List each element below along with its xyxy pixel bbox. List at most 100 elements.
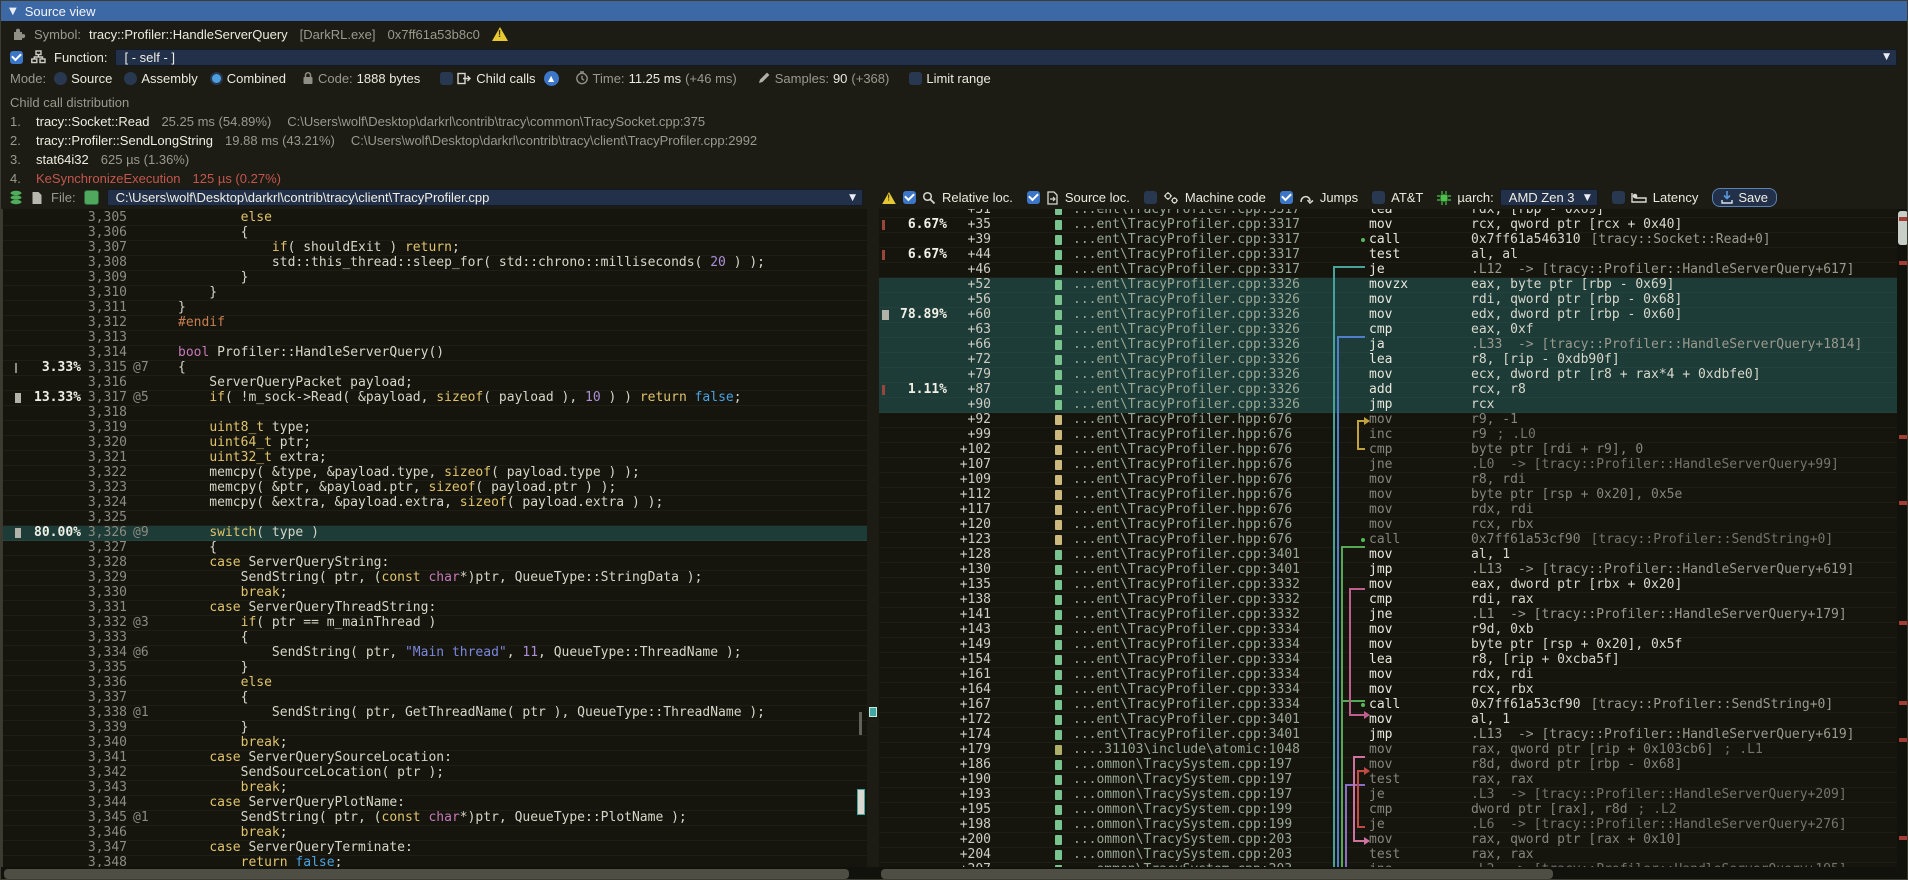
source-line[interactable]: 3,307 if( shouldExit ) return; bbox=[3, 241, 867, 256]
source-line[interactable]: 3,318 bbox=[3, 406, 867, 421]
att-checkbox[interactable] bbox=[1372, 191, 1386, 204]
collapse-icon[interactable]: ▼ bbox=[9, 5, 17, 17]
asm-row[interactable]: 6.67% +35 ...ent\TracyProfiler.cpp:3317 mov… bbox=[879, 218, 1907, 233]
source-line[interactable]: 3,340 break; bbox=[3, 736, 867, 751]
source-line[interactable]: 3,346 break; bbox=[3, 826, 867, 841]
asm-row[interactable]: +90 ...ent\TracyProfiler.cpp:3326 jmp rcx bbox=[879, 398, 1907, 413]
source-line[interactable]: 3,321 uint32_t extra; bbox=[3, 451, 867, 466]
asm-row[interactable]: +52 ...ent\TracyProfiler.cpp:3326 movzx eax… bbox=[879, 278, 1907, 293]
asm-row[interactable]: +79 ...ent\TracyProfiler.cpp:3326 mov ecx, … bbox=[879, 368, 1907, 383]
mode-combined-label[interactable]: Combined bbox=[226, 70, 286, 86]
source-line[interactable]: 3,347 case ServerQueryTerminate: bbox=[3, 841, 867, 856]
asm-row[interactable]: +138 ...ent\TracyProfiler.cpp:3332 cmp rdi,… bbox=[879, 593, 1907, 608]
asm-row[interactable]: +164 ...ent\TracyProfiler.cpp:3334 mov rcx,… bbox=[879, 683, 1907, 698]
child-call-row[interactable]: 2. tracy::Profiler::SendLongString 19.88… bbox=[10, 131, 1907, 150]
child-call-row[interactable]: 3. stat64i32 625 µs (1.36%) bbox=[10, 150, 1907, 169]
source-line[interactable]: 3,319 uint8_t type; bbox=[3, 421, 867, 436]
source-line[interactable]: 3,334 @6 SendString( ptr, "Main thread", … bbox=[3, 646, 867, 661]
asm-scrollbar-thumb[interactable] bbox=[1898, 211, 1907, 245]
source-line[interactable]: 3,345 @1 SendString( ptr, (const char*)pt… bbox=[3, 811, 867, 826]
asm-row[interactable]: +204 ...ommon\TracySystem.cpp:203 test rax,… bbox=[879, 848, 1907, 863]
asm-row[interactable]: +31 ...ent\TracyProfiler.cpp:3317 lea rdx, … bbox=[879, 209, 1907, 218]
source-line[interactable]: 3,313 bbox=[3, 331, 867, 346]
asm-row[interactable]: +149 ...ent\TracyProfiler.cpp:3334 mov byte… bbox=[879, 638, 1907, 653]
asm-row[interactable]: +56 ...ent\TracyProfiler.cpp:3326 mov rdi, … bbox=[879, 293, 1907, 308]
asm-row[interactable]: +135 ...ent\TracyProfiler.cpp:3332 mov eax,… bbox=[879, 578, 1907, 593]
machine-code-checkbox[interactable] bbox=[1143, 191, 1157, 204]
jumps-checkbox[interactable] bbox=[1279, 191, 1293, 204]
asm-row[interactable]: +186 ...ommon\TracySystem.cpp:197 mov r8d, … bbox=[879, 758, 1907, 773]
asm-row[interactable]: +190 ...ommon\TracySystem.cpp:197 test rax,… bbox=[879, 773, 1907, 788]
latency-checkbox[interactable] bbox=[1611, 191, 1625, 204]
source-line[interactable]: 80.00% 3,326 @9 switch( type ) bbox=[3, 526, 867, 541]
row-function-name[interactable]: tracy::Socket::Read bbox=[36, 114, 150, 129]
relative-loc-checkbox[interactable] bbox=[903, 191, 916, 204]
source-line[interactable]: 3,322 memcpy( &type, &payload.type, size… bbox=[3, 466, 867, 481]
source-line[interactable]: 3,344 case ServerQueryPlotName: bbox=[3, 796, 867, 811]
source-line[interactable]: 3,316 ServerQueryPacket payload; bbox=[3, 376, 867, 391]
function-select[interactable]: [ - self - ] ▼ bbox=[115, 48, 1897, 66]
asm-row[interactable]: +66 ...ent\TracyProfiler.cpp:3326 ja .L33 -… bbox=[879, 338, 1907, 353]
source-loc-checkbox[interactable] bbox=[1026, 191, 1040, 204]
asm-row[interactable]: +143 ...ent\TracyProfiler.cpp:3334 mov r9d,… bbox=[879, 623, 1907, 638]
mode-radio-assembly[interactable] bbox=[124, 71, 138, 85]
pane-divider[interactable] bbox=[867, 209, 879, 867]
asm-row[interactable]: +63 ...ent\TracyProfiler.cpp:3326 cmp eax, … bbox=[879, 323, 1907, 338]
source-line[interactable]: 3,337 { bbox=[3, 691, 867, 706]
asm-row[interactable]: +161 ...ent\TracyProfiler.cpp:3334 mov rdx,… bbox=[879, 668, 1907, 683]
asm-row[interactable]: +193 ...ommon\TracySystem.cpp:197 je .L3 ->… bbox=[879, 788, 1907, 803]
source-hscrollbar-thumb[interactable] bbox=[4, 869, 849, 879]
asm-row[interactable]: +72 ...ent\TracyProfiler.cpp:3326 lea r8, [… bbox=[879, 353, 1907, 368]
pane-splitter-handle[interactable] bbox=[869, 707, 877, 717]
source-line[interactable]: 13.33% 3,317 @5 if( !m_sock->Read( &payloa… bbox=[3, 391, 867, 406]
source-line[interactable]: 3,333 { bbox=[3, 631, 867, 646]
save-button[interactable]: Save bbox=[1712, 188, 1777, 207]
child-calls-checkbox[interactable] bbox=[440, 71, 454, 85]
asm-row[interactable]: 6.67% +44 ...ent\TracyProfiler.cpp:3317 tes… bbox=[879, 248, 1907, 263]
mode-assembly-label[interactable]: Assembly bbox=[141, 70, 198, 86]
asm-row[interactable]: +154 ...ent\TracyProfiler.cpp:3334 lea r8, … bbox=[879, 653, 1907, 668]
mode-radio-source[interactable] bbox=[54, 71, 68, 85]
asm-row[interactable]: 78.89% +60 ...ent\TracyProfiler.cpp:3326 mo… bbox=[879, 308, 1907, 323]
source-line[interactable]: 3,342 SendSourceLocation( ptr ); bbox=[3, 766, 867, 781]
child-call-row[interactable]: 1. tracy::Socket::Read 25.25 ms (54.89%)… bbox=[10, 112, 1907, 131]
mode-radio-combined[interactable] bbox=[209, 71, 223, 85]
row-function-name[interactable]: stat64i32 bbox=[36, 152, 89, 167]
asm-row[interactable]: +109 ...ent\TracyProfiler.hpp:676 mov r8, r… bbox=[879, 473, 1907, 488]
child-calls-label[interactable]: Child calls bbox=[476, 70, 536, 86]
asm-row[interactable]: +39 ...ent\TracyProfiler.cpp:3317 call 0x7f… bbox=[879, 233, 1907, 248]
source-line[interactable]: 3,328 case ServerQueryString: bbox=[3, 556, 867, 571]
source-line[interactable]: 3,343 break; bbox=[3, 781, 867, 796]
asm-row[interactable]: +195 ...ommon\TracySystem.cpp:199 cmp dword… bbox=[879, 803, 1907, 818]
asm-row[interactable]: +207...ommon\TracySystem.cpp:203jne.L2 -… bbox=[879, 863, 1907, 867]
asm-row[interactable]: +120 ...ent\TracyProfiler.hpp:676 mov rcx, … bbox=[879, 518, 1907, 533]
jumps-label[interactable]: Jumps bbox=[1319, 190, 1359, 205]
source-line[interactable]: 3,314 bool Profiler::HandleServerQuery() bbox=[3, 346, 867, 361]
asm-row[interactable]: +99 ...ent\TracyProfiler.hpp:676 inc r9; .L… bbox=[879, 428, 1907, 443]
source-line[interactable]: 3.33% 3,315 @7{ bbox=[3, 361, 867, 376]
limit-range-label[interactable]: Limit range bbox=[926, 70, 991, 86]
asm-row[interactable]: +198 ...ommon\TracySystem.cpp:199 je .L6 ->… bbox=[879, 818, 1907, 833]
asm-row[interactable]: +123 ...ent\TracyProfiler.hpp:676 call 0x7f… bbox=[879, 533, 1907, 548]
source-line[interactable]: 3,306 { bbox=[3, 226, 867, 241]
asm-row[interactable]: +172 ...ent\TracyProfiler.cpp:3401 mov al, … bbox=[879, 713, 1907, 728]
source-line[interactable]: 3,330 break; bbox=[3, 586, 867, 601]
titlebar[interactable]: ▼ Source view bbox=[1, 1, 1907, 21]
row-function-name[interactable]: tracy::Profiler::SendLongString bbox=[36, 133, 214, 148]
asm-row[interactable]: +117 ...ent\TracyProfiler.hpp:676 mov rdx, … bbox=[879, 503, 1907, 518]
source-loc-label[interactable]: Source loc. bbox=[1064, 190, 1130, 205]
file-select[interactable]: C:\Users\wolf\Desktop\darkrl\contrib\tra… bbox=[106, 189, 863, 206]
limit-range-checkbox[interactable] bbox=[909, 71, 923, 85]
source-line[interactable]: 3,323 memcpy( &ptr, &payload.ptr, sizeof… bbox=[3, 481, 867, 496]
source-line[interactable]: 3,311} bbox=[3, 301, 867, 316]
source-line[interactable]: 3,324 memcpy( &extra, &payload.extra, si… bbox=[3, 496, 867, 511]
source-line[interactable]: 3,308 std::this_thread::sleep_for( std::… bbox=[3, 256, 867, 271]
source-line[interactable]: 3,331 case ServerQueryThreadString: bbox=[3, 601, 867, 616]
child-call-row[interactable]: 4. KeSynchronizeExecution 125 µs (0.27%) bbox=[10, 169, 1907, 188]
source-line[interactable]: 3,305 else bbox=[3, 211, 867, 226]
source-line[interactable]: 3,336 else bbox=[3, 676, 867, 691]
asm-row[interactable]: +167 ...ent\TracyProfiler.cpp:3334 call 0x7… bbox=[879, 698, 1907, 713]
source-line[interactable]: 3,338 @1 SendString( ptr, GetThreadName( … bbox=[3, 706, 867, 721]
source-line[interactable]: 3,325 bbox=[3, 511, 867, 526]
asm-row[interactable]: +92 ...ent\TracyProfiler.hpp:676 mov r9, -1 bbox=[879, 413, 1907, 428]
